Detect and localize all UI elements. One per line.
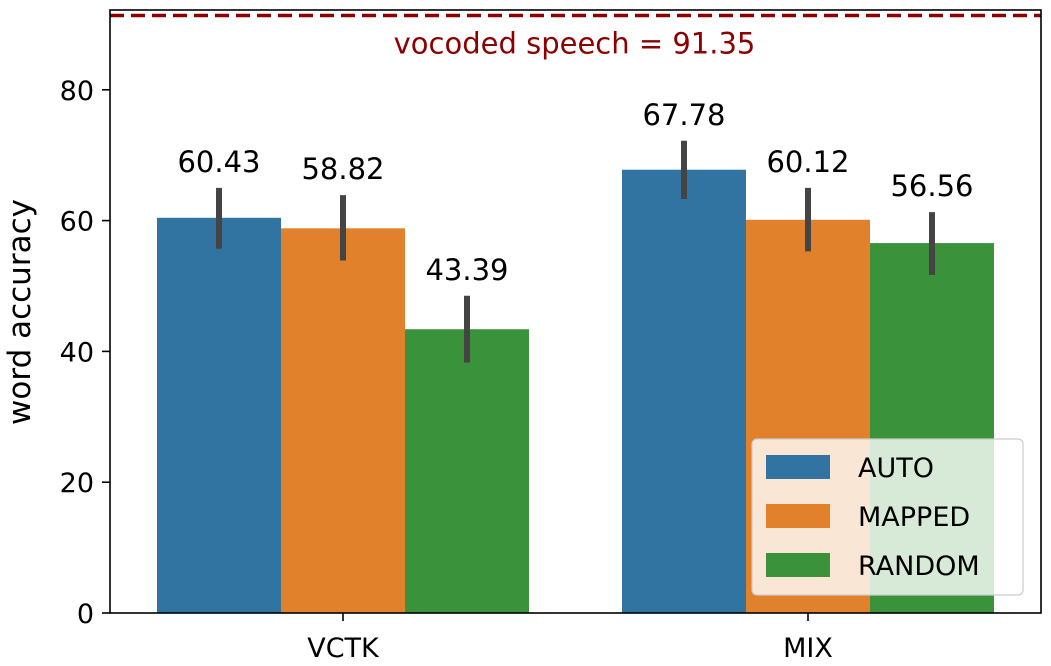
bar-auto-mix bbox=[622, 169, 746, 614]
legend-swatch-auto bbox=[766, 455, 830, 479]
legend-swatch-random bbox=[766, 553, 830, 577]
data-label-auto-mix: 67.78 bbox=[642, 98, 725, 132]
legend-swatch-mapped bbox=[766, 504, 830, 528]
legend-label-random: RANDOM bbox=[858, 551, 980, 582]
legend: AUTO MAPPED RANDOM bbox=[751, 438, 1024, 596]
data-label-random-vctk: 43.39 bbox=[425, 253, 508, 287]
y-tick-label-80: 80 bbox=[60, 76, 94, 107]
plot-frame bbox=[109, 9, 1042, 614]
data-label-random-mix: 56.56 bbox=[890, 169, 973, 203]
error-bars-layer bbox=[216, 140, 935, 363]
data-labels-layer: 60.43 58.82 43.39 67.78 60.12 56.56 bbox=[177, 98, 973, 287]
y-tick-label-20: 20 bbox=[60, 468, 94, 499]
bar-auto-vctk bbox=[157, 217, 281, 613]
x-tick-label-mix: MIX bbox=[783, 633, 833, 664]
legend-label-auto: AUTO bbox=[858, 453, 934, 484]
reference-line-label: vocoded speech = 91.35 bbox=[394, 27, 756, 61]
bar-random-vctk bbox=[405, 329, 529, 613]
y-axis-label: word accuracy bbox=[2, 199, 38, 425]
y-axis: 0 20 40 60 80 bbox=[60, 76, 110, 630]
y-tick-label-0: 0 bbox=[77, 599, 94, 630]
legend-items: AUTO MAPPED RANDOM bbox=[766, 453, 980, 582]
y-tick-label-60: 60 bbox=[60, 207, 94, 238]
data-label-auto-vctk: 60.43 bbox=[177, 145, 260, 179]
legend-label-mapped: MAPPED bbox=[858, 502, 970, 533]
data-label-mapped-mix: 60.12 bbox=[766, 145, 849, 179]
x-tick-label-vctk: VCTK bbox=[307, 633, 380, 664]
x-axis: VCTK MIX bbox=[307, 613, 833, 664]
data-label-mapped-vctk: 58.82 bbox=[301, 152, 384, 186]
bar-mapped-vctk bbox=[281, 228, 405, 613]
y-tick-label-40: 40 bbox=[60, 337, 94, 368]
